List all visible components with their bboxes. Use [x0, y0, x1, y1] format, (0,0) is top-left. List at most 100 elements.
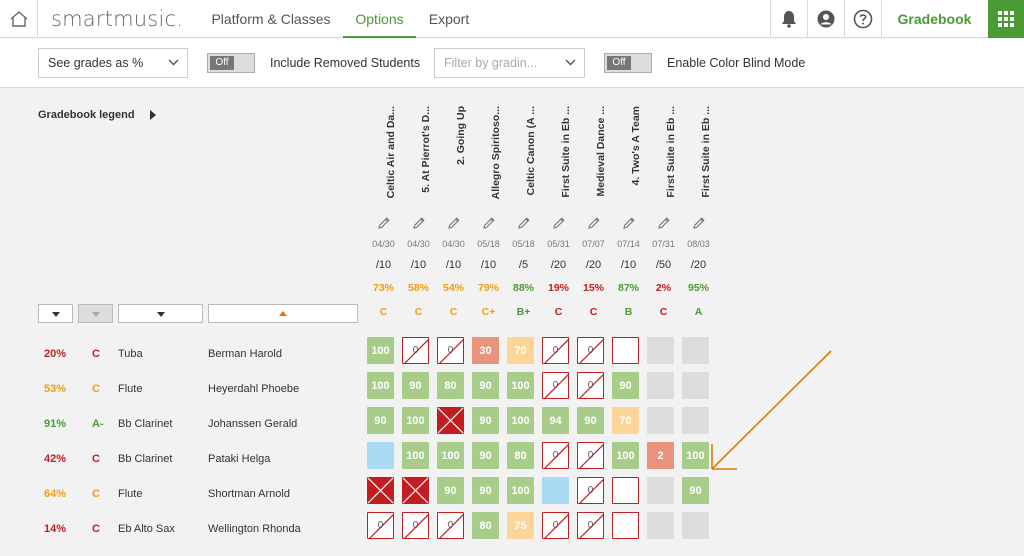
help-button[interactable]: [844, 0, 881, 38]
sort-name-dropdown[interactable]: [208, 304, 358, 323]
excluded-score-cell[interactable]: [402, 477, 429, 504]
in-progress-cell[interactable]: [542, 477, 569, 504]
score-cell[interactable]: 90: [472, 372, 499, 399]
assignment-title[interactable]: Allegro Spiritoso...: [490, 106, 502, 200]
score-cell[interactable]: 90: [472, 477, 499, 504]
score-cell[interactable]: 100: [402, 442, 429, 469]
sort-percent-dropdown[interactable]: [38, 304, 73, 323]
edit-pencil-icon[interactable]: [692, 216, 706, 235]
student-name[interactable]: Wellington Rhonda: [208, 523, 301, 535]
legend-expand-icon[interactable]: [150, 110, 156, 120]
apps-button[interactable]: [988, 0, 1024, 38]
score-cell[interactable]: 80: [437, 372, 464, 399]
missing-score-cell[interactable]: 0: [437, 512, 464, 539]
edit-pencil-icon[interactable]: [482, 216, 496, 235]
not-submitted-cell[interactable]: [612, 512, 639, 539]
student-name[interactable]: Heyerdahl Phoebe: [208, 383, 300, 395]
not-submitted-cell[interactable]: [612, 477, 639, 504]
assignment-title[interactable]: First Suite in Eb ...: [665, 106, 677, 198]
missing-score-cell[interactable]: 0: [577, 442, 604, 469]
score-cell[interactable]: 70: [612, 407, 639, 434]
edit-pencil-icon[interactable]: [412, 216, 426, 235]
score-cell[interactable]: 90: [437, 477, 464, 504]
edit-pencil-icon[interactable]: [447, 216, 461, 235]
score-cell[interactable]: 100: [507, 372, 534, 399]
score-cell[interactable]: 100: [682, 442, 709, 469]
assignment-average-grade: C: [379, 306, 388, 318]
score-cell[interactable]: 100: [612, 442, 639, 469]
smartmusic-logo[interactable]: smartmusic.: [51, 7, 184, 31]
score-cell[interactable]: 100: [507, 477, 534, 504]
missing-score-cell[interactable]: 0: [402, 512, 429, 539]
score-cell[interactable]: 100: [402, 407, 429, 434]
edit-pencil-icon[interactable]: [587, 216, 601, 235]
tab-export[interactable]: Export: [428, 11, 470, 27]
score-cell[interactable]: 90: [682, 477, 709, 504]
not-submitted-cell[interactable]: [612, 337, 639, 364]
missing-score-cell[interactable]: 0: [437, 337, 464, 364]
assignment-title[interactable]: 2. Going Up: [455, 106, 467, 165]
grading-filter-select[interactable]: Filter by gradin...: [434, 48, 585, 78]
missing-score-cell[interactable]: 0: [402, 337, 429, 364]
student-name[interactable]: Pataki Helga: [208, 453, 271, 465]
sort-instrument-dropdown[interactable]: [118, 304, 203, 323]
score-cell[interactable]: 100: [507, 407, 534, 434]
edit-pencil-icon[interactable]: [657, 216, 671, 235]
edit-pencil-icon[interactable]: [517, 216, 531, 235]
assignment-title[interactable]: First Suite in Eb ...: [700, 106, 712, 198]
score-cell[interactable]: 90: [472, 442, 499, 469]
missing-score-cell[interactable]: 0: [542, 512, 569, 539]
gradebook-tab[interactable]: Gradebook: [881, 0, 987, 38]
assignment-title[interactable]: Celtic Air and Da...: [385, 106, 397, 199]
tab-platform-classes[interactable]: Platform & Classes: [211, 11, 331, 27]
home-button[interactable]: [0, 0, 38, 38]
missing-score-cell[interactable]: 0: [577, 372, 604, 399]
score-cell[interactable]: 2: [647, 442, 674, 469]
edit-pencil-icon[interactable]: [552, 216, 566, 235]
score-cell[interactable]: 100: [367, 337, 394, 364]
assignment-title[interactable]: Celtic Canon (A ...: [525, 106, 537, 196]
color-blind-toggle[interactable]: Off: [604, 53, 652, 73]
student-name[interactable]: Shortman Arnold: [208, 488, 290, 500]
account-button[interactable]: [807, 0, 844, 38]
gradebook-legend-label[interactable]: Gradebook legend: [38, 109, 135, 121]
missing-score-cell[interactable]: 0: [542, 337, 569, 364]
grades-display-select[interactable]: See grades as %: [38, 48, 188, 78]
score-cell[interactable]: 100: [437, 442, 464, 469]
student-name[interactable]: Johanssen Gerald: [208, 418, 298, 430]
edit-pencil-icon[interactable]: [377, 216, 391, 235]
score-cell[interactable]: 90: [402, 372, 429, 399]
in-progress-cell[interactable]: [367, 442, 394, 469]
assignment-title[interactable]: 4. Two's A Team: [630, 106, 642, 186]
score-cell[interactable]: 75: [507, 512, 534, 539]
missing-score-cell[interactable]: 0: [577, 477, 604, 504]
missing-score-cell[interactable]: 0: [577, 512, 604, 539]
assignment-title[interactable]: Medieval Dance ...: [595, 106, 607, 197]
missing-score-cell[interactable]: 0: [542, 442, 569, 469]
score-cell[interactable]: 80: [507, 442, 534, 469]
tab-options[interactable]: Options: [343, 0, 416, 38]
score-cell[interactable]: 30: [472, 337, 499, 364]
edit-pencil-icon[interactable]: [622, 216, 636, 235]
student-name[interactable]: Berman Harold: [208, 348, 282, 360]
assignment-average-percent: 58%: [407, 282, 429, 294]
missing-score-cell[interactable]: 0: [542, 372, 569, 399]
include-removed-toggle[interactable]: Off: [207, 53, 255, 73]
score-cell[interactable]: 80: [472, 512, 499, 539]
excluded-score-cell[interactable]: [437, 407, 464, 434]
score-cell[interactable]: 90: [612, 372, 639, 399]
assignment-max-points: /10: [480, 259, 497, 271]
missing-score-cell[interactable]: 0: [577, 337, 604, 364]
score-cell[interactable]: 94: [542, 407, 569, 434]
assignment-title[interactable]: First Suite in Eb ...: [560, 106, 572, 198]
notifications-button[interactable]: [770, 0, 807, 38]
score-cell[interactable]: 70: [507, 337, 534, 364]
missing-score-cell[interactable]: 0: [367, 512, 394, 539]
score-cell[interactable]: 90: [367, 407, 394, 434]
excluded-score-cell[interactable]: [367, 477, 394, 504]
score-cell[interactable]: 90: [472, 407, 499, 434]
score-cell[interactable]: 100: [367, 372, 394, 399]
assignment-title[interactable]: 5. At Pierrot's D...: [420, 106, 432, 193]
score-value: 90: [444, 484, 457, 497]
score-cell[interactable]: 90: [577, 407, 604, 434]
